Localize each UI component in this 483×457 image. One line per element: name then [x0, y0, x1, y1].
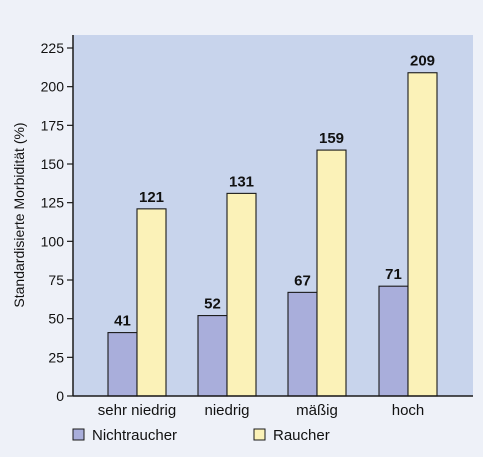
legend-swatch — [72, 428, 85, 441]
data-label: 131 — [229, 173, 254, 190]
data-label: 41 — [114, 313, 131, 330]
y-tick-label: 75 — [48, 272, 64, 288]
data-label: 52 — [204, 296, 221, 313]
legend-swatch — [253, 428, 266, 441]
legend-label: Nichtraucher — [92, 427, 177, 444]
data-label: 121 — [139, 189, 164, 206]
data-label: 209 — [410, 53, 435, 70]
category-label: niedrig — [204, 402, 249, 419]
bar-raucher — [407, 72, 438, 397]
y-tick-label: 125 — [41, 195, 65, 211]
y-tick-label: 0 — [56, 388, 64, 404]
data-label: 67 — [294, 272, 311, 289]
y-tick-label: 50 — [48, 311, 64, 327]
bar-raucher — [226, 192, 257, 397]
bar-nichtraucher — [378, 285, 409, 397]
y-ticks-group: 0 25 50 75 100 125 150 175 200 225 — [41, 40, 73, 404]
bar-raucher — [136, 208, 167, 397]
legend-label: Raucher — [273, 427, 330, 444]
legend: Nichtraucher Raucher — [72, 427, 330, 444]
y-tick-label: 25 — [48, 349, 64, 365]
y-tick-label: 175 — [41, 117, 65, 133]
bar-nichtraucher — [197, 315, 228, 397]
data-label: 159 — [319, 130, 344, 147]
bar-nichtraucher — [107, 332, 138, 397]
x-labels-group: sehr niedrig niedrig mäßig hoch — [98, 402, 424, 419]
bars-group: 41 121 52 131 67 159 71 209 — [107, 53, 438, 397]
data-label: 71 — [385, 266, 402, 283]
y-tick-label: 100 — [41, 233, 65, 249]
bar-raucher — [316, 149, 347, 397]
bar-nichtraucher — [287, 291, 318, 397]
category-label: sehr niedrig — [98, 402, 176, 419]
category-label: hoch — [392, 402, 425, 419]
category-label: mäßig — [296, 402, 338, 419]
y-tick-label: 150 — [41, 156, 65, 172]
y-tick-label: 225 — [41, 40, 65, 56]
y-axis-label: Standardisierte Morbidität (%) — [11, 122, 27, 307]
y-tick-label: 200 — [41, 79, 65, 95]
